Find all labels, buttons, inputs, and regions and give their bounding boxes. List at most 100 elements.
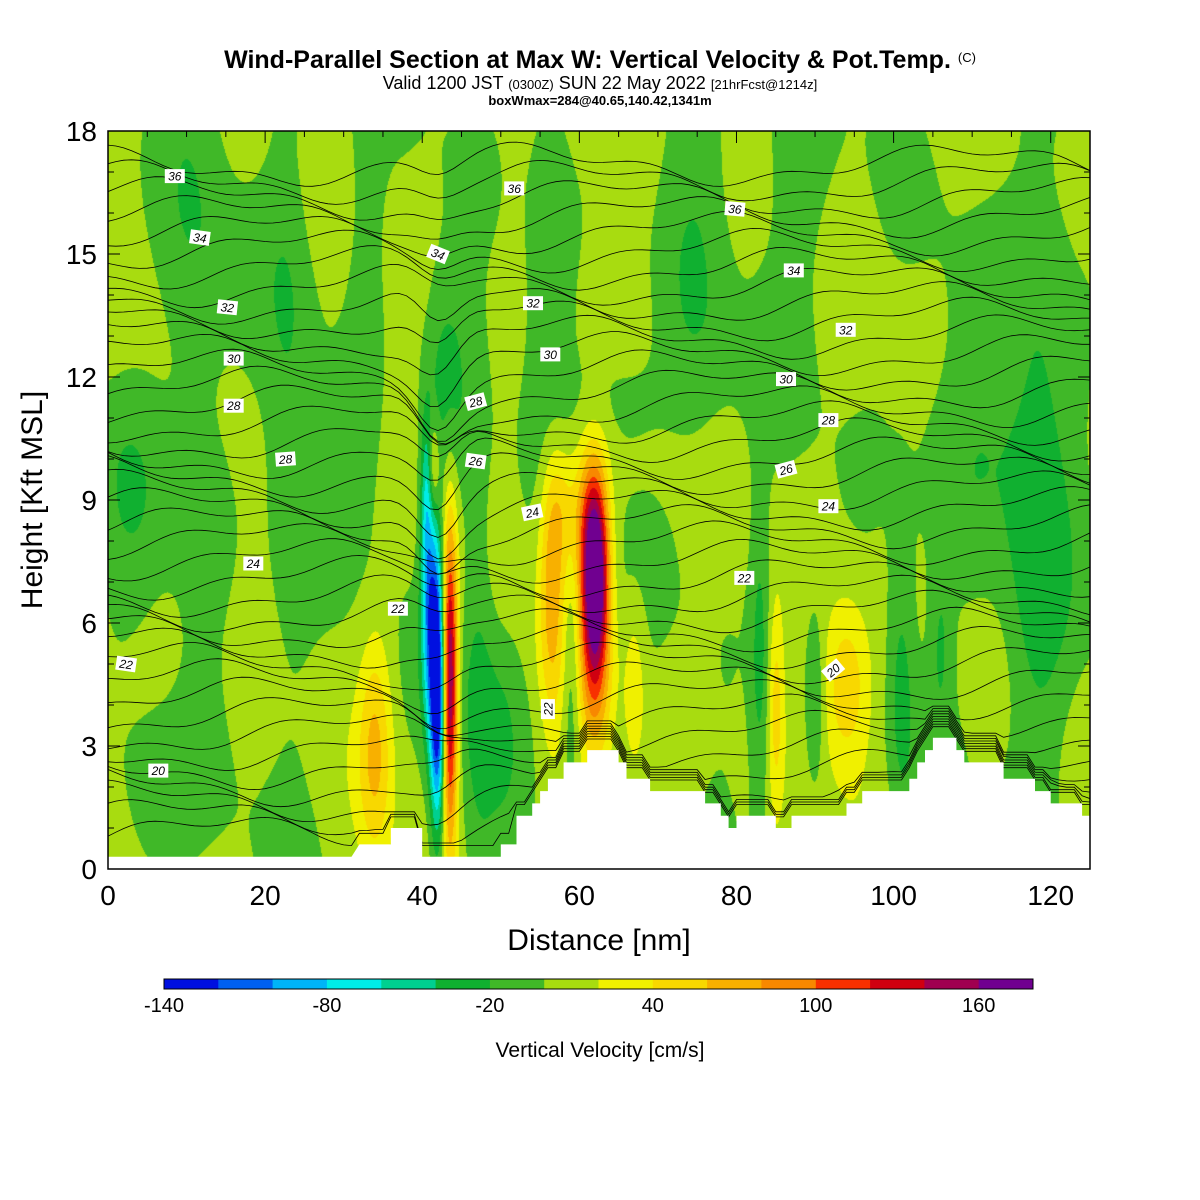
theta-contour-line xyxy=(108,195,1090,240)
theta-label-text: 22 xyxy=(390,602,405,616)
x-tick-label: 100 xyxy=(870,880,917,911)
theta-contour-line xyxy=(108,227,1090,274)
theta-label: 22 xyxy=(387,601,408,616)
valid-date: SUN 22 May 2022 xyxy=(558,73,706,93)
theta-label-text: 30 xyxy=(779,373,793,387)
theta-label: 28 xyxy=(464,392,488,411)
theta-label-text: 32 xyxy=(839,323,853,337)
theta-label: 22 xyxy=(734,570,755,585)
theta-contour-line xyxy=(108,141,1090,187)
y-tick-label: 6 xyxy=(81,608,97,639)
theta-label-text: 34 xyxy=(192,230,207,246)
theta-contour-line xyxy=(108,658,1090,715)
theta-contour-line xyxy=(108,452,1090,511)
theta-contour-line xyxy=(108,263,1090,309)
chart-subtitle: Valid 1200 JST (0300Z) SUN 22 May 2022 [… xyxy=(0,74,1200,94)
x-tick-label: 0 xyxy=(100,880,116,911)
theta-label-text: 22 xyxy=(541,702,555,717)
theta-label-text: 34 xyxy=(787,264,801,278)
theta-contour-line xyxy=(108,538,1090,584)
theta-contour-line xyxy=(108,723,1090,844)
theta-label: 32 xyxy=(523,296,543,311)
theta-contour-line xyxy=(108,417,1090,463)
theta-contour-line xyxy=(108,348,1090,432)
y-tick-label: 0 xyxy=(81,854,97,885)
terrain xyxy=(108,737,1090,869)
theta-label-text: 24 xyxy=(523,504,540,521)
theta-label: 34 xyxy=(783,263,804,278)
colorbar-swatch xyxy=(544,979,599,989)
colorbar-tick-label: 160 xyxy=(962,995,995,1017)
y-tick-label: 3 xyxy=(81,731,97,762)
theta-label: 28 xyxy=(223,398,244,413)
theta-contour-line xyxy=(108,486,1090,560)
theta-label: 36 xyxy=(504,181,525,196)
theta-label-text: 22 xyxy=(117,656,133,672)
theta-contour-line xyxy=(108,520,1090,566)
x-tick-label: 60 xyxy=(564,880,595,911)
colorbar-swatch xyxy=(924,979,980,989)
theta-contour-line xyxy=(108,676,1090,730)
theta-contour-line xyxy=(108,574,1090,618)
plot-frame xyxy=(107,130,1091,870)
theta-label-text: 28 xyxy=(277,452,293,467)
copyright-mark: (C) xyxy=(957,50,976,65)
y-tick-label: 18 xyxy=(66,116,97,147)
theta-label-text: 24 xyxy=(821,500,836,514)
theta-contour-line xyxy=(108,281,1090,325)
theta-label-text: 20 xyxy=(151,764,166,778)
forecast-info: [21hrFcst@1214z] xyxy=(710,77,818,92)
chart-titles: Wind-Parallel Section at Max W: Vertical… xyxy=(0,44,1200,108)
x-tick-label: 80 xyxy=(721,880,752,911)
theta-contour-line xyxy=(108,606,1090,653)
colorbar-tick-label: -140 xyxy=(144,995,184,1017)
colorbar-swatch xyxy=(272,979,328,989)
theta-label-text: 34 xyxy=(429,245,447,263)
theta-label: 24 xyxy=(520,503,544,521)
theta-contour-labels: 36 34 32 30 28 28 24 22 20 22 34 28 26 24 22 36 32 30 36 34… xyxy=(115,169,856,778)
colorbar-tick-label: -80 xyxy=(312,995,341,1017)
y-axis: Height [Kft MSL] 0 3 6 9 12 15 18 xyxy=(16,116,97,885)
y-tick-label: 12 xyxy=(66,362,97,393)
valid-time: Valid 1200 JST xyxy=(382,73,504,93)
theta-contour-line xyxy=(108,436,1090,481)
theta-label: 32 xyxy=(216,299,239,315)
theta-contour-line xyxy=(108,623,1090,670)
theta-contour-line xyxy=(108,400,1090,446)
colorbar-tick-label: 100 xyxy=(799,995,832,1017)
theta-label-text: 22 xyxy=(737,571,752,585)
theta-contour-line xyxy=(108,693,1090,738)
colorbar-swatch xyxy=(326,979,382,989)
vertical-velocity-field xyxy=(108,131,1090,869)
colorbar: Vertical Velocity [cm/s] -140 -80 -20 40 100… xyxy=(144,978,1034,1062)
theta-label-text: 26 xyxy=(777,461,795,478)
theta-label: 28 xyxy=(818,413,839,428)
theta-label: 20 xyxy=(148,763,169,778)
theta-label: 30 xyxy=(776,372,796,387)
theta-contour-line xyxy=(108,721,1090,826)
theta-label: 24 xyxy=(243,556,264,571)
theta-label-text: 26 xyxy=(467,454,483,470)
x-axis: Distance [nm] 0 20 40 60 80 100 120 xyxy=(100,880,1074,957)
theta-contour-line xyxy=(108,365,1090,442)
colorbar-swatch xyxy=(598,979,654,989)
colorbar-swatch xyxy=(761,979,817,989)
colorbar-tick-label: -20 xyxy=(475,995,504,1017)
y-tick-label: 9 xyxy=(81,485,97,516)
colorbar-swatch xyxy=(435,979,491,989)
theta-label-text: 30 xyxy=(227,352,241,366)
theta-label-text: 24 xyxy=(246,557,261,571)
colorbar-swatch xyxy=(707,979,762,989)
theta-contour-line xyxy=(108,210,1090,257)
colorbar-swatch xyxy=(652,979,708,989)
theta-label-text: 36 xyxy=(168,170,182,184)
valid-time-utc: (0300Z) xyxy=(508,77,554,92)
colorbar-swatch xyxy=(164,979,219,989)
boxwmax-info: boxWmax=284@40.65,140.42,1341m xyxy=(488,93,712,108)
theta-contour-line xyxy=(108,555,1090,601)
y-tick-label: 15 xyxy=(66,239,97,270)
theta-contour-line xyxy=(108,716,1090,791)
theta-label: 32 xyxy=(835,322,856,337)
theta-contour-line xyxy=(108,504,1090,575)
theta-contour-line xyxy=(108,159,1090,205)
